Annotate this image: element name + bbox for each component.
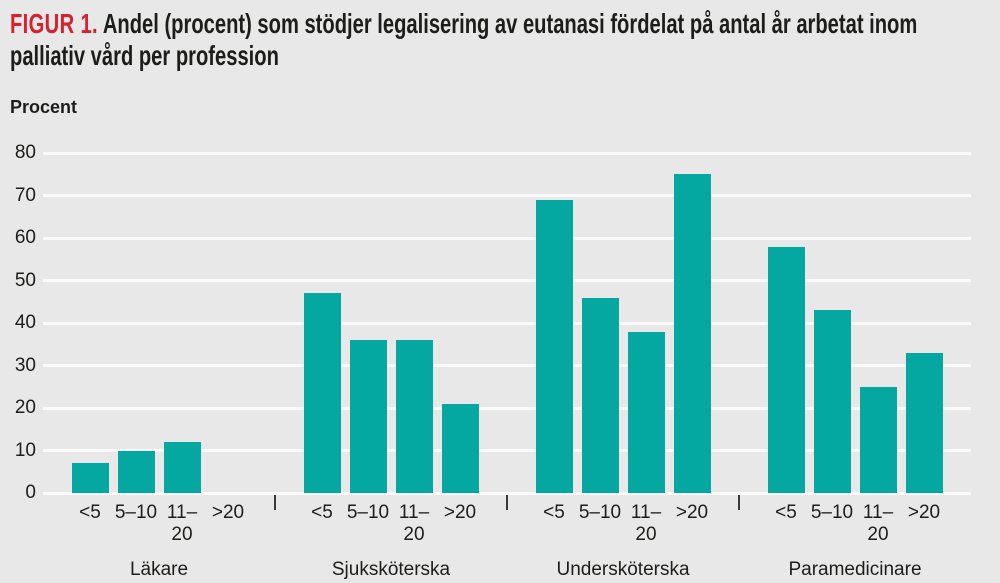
y-tick-label-20: 20 xyxy=(14,397,36,418)
y-axis: 0 10 20 30 40 50 60 70 80 xyxy=(0,142,36,503)
bar-paramedicinare-5–10 xyxy=(813,310,851,493)
x-tick-label: <5 xyxy=(543,502,565,523)
x-tick-labels-1: <5 5–10 11–20 >20 xyxy=(275,502,507,546)
bar-läkare-<5 xyxy=(71,463,109,493)
x-tick-label: 11–20 xyxy=(398,502,430,545)
x-tick-label: <5 xyxy=(775,502,797,523)
x-tick-label: >20 xyxy=(907,502,941,523)
group-label-2: Undersköterska xyxy=(556,559,690,580)
group-label-1: Sjuksköterska xyxy=(331,559,451,580)
y-tick-label-40: 40 xyxy=(14,312,36,333)
bar-slot xyxy=(623,153,669,493)
x-tick-label: 11–20 xyxy=(166,502,198,545)
bar-läkare-11–20 xyxy=(163,442,201,493)
gridline-80 xyxy=(43,151,971,155)
bar-sjuksköterska-5–10 xyxy=(349,340,387,493)
bar-slot xyxy=(67,153,113,493)
x-tick-label: >20 xyxy=(443,502,477,523)
bar-slot xyxy=(809,153,855,493)
x-tick-label: 11–20 xyxy=(862,502,894,545)
group-boundary-tick-1 xyxy=(506,495,508,510)
bar-undersköterska-11–20 xyxy=(627,331,665,493)
x-tick-labels-0: <5 5–10 11–20 >20 xyxy=(43,502,275,546)
bar-groups: <5 5–10 11–20 >20 Läkare <5 5–10 11–20 >20 Sjuksk… xyxy=(43,153,971,581)
gridline-60 xyxy=(43,236,971,240)
gridline-0 xyxy=(43,491,971,495)
gridline-30 xyxy=(43,364,971,367)
x-tick-label: >20 xyxy=(211,502,245,523)
bar-slot xyxy=(901,153,947,493)
bar-slot xyxy=(205,153,251,493)
bar-undersköterska->20 xyxy=(673,174,711,493)
y-tick-label-70: 70 xyxy=(14,184,36,206)
y-tick-label-50: 50 xyxy=(14,269,36,291)
gridline-10 xyxy=(43,449,971,452)
bar-slot xyxy=(531,153,577,493)
bar-sjuksköterska-11–20 xyxy=(395,340,433,493)
group-2: <5 5–10 11–20 >20 Undersköterska xyxy=(507,153,739,581)
x-tick-labels-2: <5 5–10 11–20 >20 xyxy=(507,502,739,546)
x-tick-label: <5 xyxy=(311,502,333,523)
bar-sjuksköterska-<5 xyxy=(303,293,341,493)
bar-slot xyxy=(669,153,715,493)
group-bars-2 xyxy=(507,153,739,493)
y-tick-label-10: 10 xyxy=(14,439,36,461)
bar-sjuksköterska->20 xyxy=(441,403,479,493)
group-label-3: Paramedicinare xyxy=(788,559,922,580)
figure-title: FIGUR 1. Andel (procent) som stödjer leg… xyxy=(10,8,978,73)
group-label-0: Läkare xyxy=(129,559,189,580)
y-tick-label-60: 60 xyxy=(14,227,36,248)
gridline-70 xyxy=(43,194,971,197)
x-tick-label: 5–10 xyxy=(346,502,390,523)
x-tick-label: 11–20 xyxy=(630,502,662,545)
bar-slot xyxy=(345,153,391,493)
bar-slot xyxy=(855,153,901,493)
x-tick-label: 5–10 xyxy=(810,502,854,523)
y-axis-title: Procent xyxy=(10,97,78,117)
bar-slot xyxy=(763,153,809,493)
x-tick-label: <5 xyxy=(79,502,101,523)
gridline-40 xyxy=(43,321,971,325)
figure-title-text: Andel (procent) som stödjer legalisering… xyxy=(10,8,918,72)
bar-paramedicinare-11–20 xyxy=(859,386,897,493)
group-boundary-tick-2 xyxy=(738,495,740,510)
group-3: <5 5–10 11–20 >20 Paramedicinare xyxy=(739,153,971,581)
group-bars-3 xyxy=(739,153,971,493)
bar-slot xyxy=(159,153,205,493)
bar-läkare-5–10 xyxy=(117,450,155,493)
figure-number-label: FIGUR 1. xyxy=(10,8,99,39)
bar-slot xyxy=(299,153,345,493)
bar-slot xyxy=(437,153,483,493)
x-tick-label: >20 xyxy=(675,502,709,523)
bar-paramedicinare->20 xyxy=(905,352,943,493)
y-tick-label-80: 80 xyxy=(14,142,36,163)
group-1: <5 5–10 11–20 >20 Sjuksköterska xyxy=(275,153,507,581)
bar-undersköterska-<5 xyxy=(535,199,573,493)
bar-slot xyxy=(113,153,159,493)
x-tick-labels-3: <5 5–10 11–20 >20 xyxy=(739,502,971,546)
group-bars-1 xyxy=(275,153,507,493)
x-tick-label: 5–10 xyxy=(578,502,622,523)
bar-undersköterska-5–10 xyxy=(581,297,619,493)
plot-area: <5 5–10 11–20 >20 Läkare <5 5–10 11–20 >20 Sjuksk… xyxy=(43,151,971,580)
gridline-20 xyxy=(43,406,971,410)
gridline-50 xyxy=(43,279,971,282)
group-bars-0 xyxy=(43,153,275,493)
bar-paramedicinare-<5 xyxy=(767,246,805,493)
group-0: <5 5–10 11–20 >20 Läkare xyxy=(43,153,275,581)
x-tick-label: 5–10 xyxy=(114,502,158,523)
group-boundary-tick-0 xyxy=(274,495,276,510)
y-tick-label-30: 30 xyxy=(14,354,36,376)
bar-slot xyxy=(391,153,437,493)
y-tick-label-0: 0 xyxy=(25,482,36,503)
bar-slot xyxy=(577,153,623,493)
